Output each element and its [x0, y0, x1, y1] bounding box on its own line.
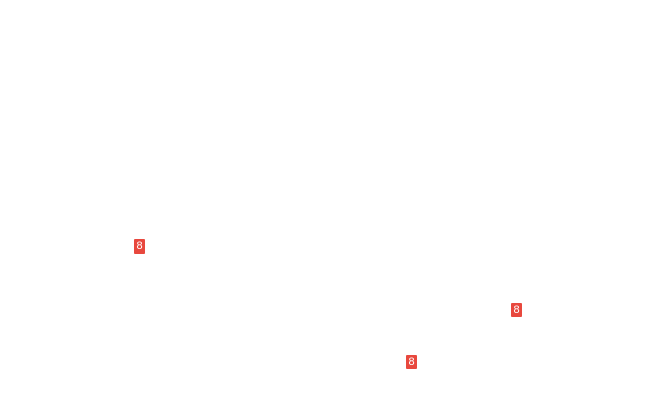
count-badge[interactable]: 8	[134, 239, 145, 254]
count-badge[interactable]: 8	[406, 355, 417, 369]
count-badge[interactable]: 8	[511, 303, 522, 317]
